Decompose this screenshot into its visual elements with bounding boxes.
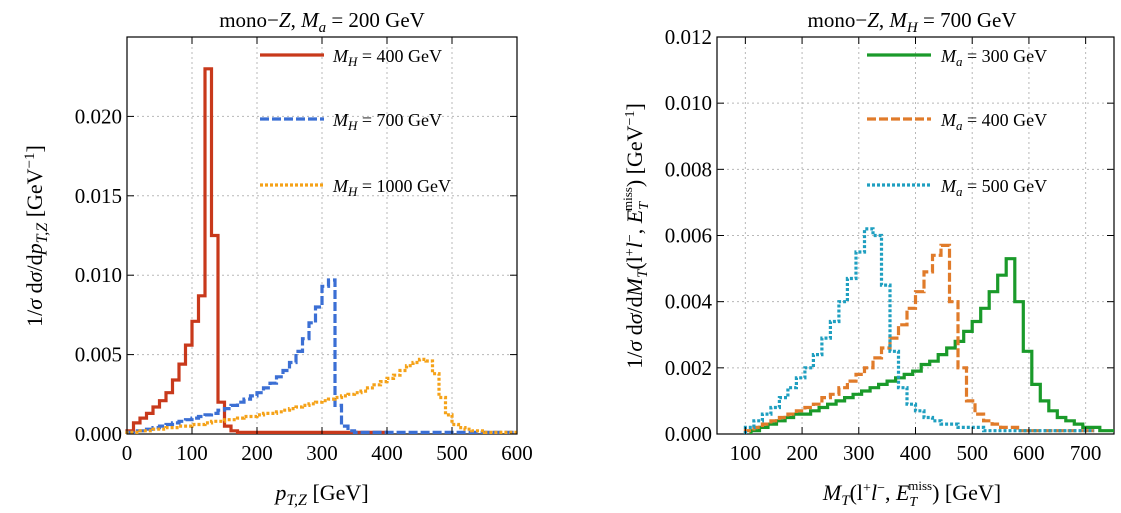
legend-label-mh-400: MH = 400 GeV [332,46,442,69]
right-chart-title: mono−Z, MH = 700 GeV [808,8,1017,36]
left-legend: MH = 400 GeV MH = 700 GeV MH = 1000 GeV [260,46,451,199]
x-tick-label: 500 [956,441,988,465]
legend-label-mh-1000: MH = 1000 GeV [332,176,451,199]
series-line-0-0 [125,67,387,434]
left-y-axis-label: 1/σ dσ/dpT,Z [GeV−1] [22,145,51,327]
y-tick-label: 0.005 [75,343,122,367]
right-legend: Ma = 300 GeV Ma = 400 GeV Ma = 500 GeV [867,46,1047,199]
legend-label-ma-300: Ma = 300 GeV [940,46,1047,69]
y-tick-label: 0.008 [665,157,712,181]
series-line-1-0 [749,257,1114,434]
left-chart-panel: mono−Z, Ma = 200 GeV pT,Z [GeV] 1/σ dσ/d… [22,8,533,509]
y-tick-label: 0.006 [665,224,712,248]
left-chart-title: mono−Z, Ma = 200 GeV [219,8,425,36]
x-tick-label: 100 [730,441,762,465]
x-tick-label: 300 [306,441,338,465]
x-tick-label: 200 [241,441,273,465]
right-y-axis-label: 1/σ dσ/dMT(l+l−, ETmiss) [GeV−1] [620,103,652,369]
y-tick-label: 0.012 [665,25,712,49]
x-tick-label: 500 [436,441,468,465]
x-tick-label: 0 [122,441,133,465]
x-tick-label: 300 [843,441,875,465]
legend-label-mh-700: MH = 700 GeV [332,110,442,133]
x-tick-label: 700 [1070,441,1102,465]
series-line-0-2 [125,357,517,434]
y-tick-label: 0.004 [665,290,713,314]
x-tick-label: 600 [501,441,533,465]
y-tick-label: 0.002 [665,356,712,380]
x-tick-label: 400 [371,441,403,465]
y-tick-label: 0.000 [75,422,122,446]
y-tick-label: 0.010 [75,263,122,287]
series-line-1-2 [743,227,1095,434]
legend-label-ma-500: Ma = 500 GeV [940,176,1047,199]
y-tick-label: 0.015 [75,184,122,208]
left-x-axis-label: pT,Z [GeV] [273,480,368,509]
series-line-0-1 [125,278,517,434]
y-tick-label: 0.010 [665,91,712,115]
right-x-axis-label: MT(l+l−, ETmiss) [GeV] [822,478,1001,510]
x-tick-label: 400 [900,441,932,465]
x-tick-label: 100 [176,441,208,465]
legend-label-ma-400: Ma = 400 GeV [940,110,1047,133]
x-tick-label: 200 [786,441,818,465]
x-tick-label: 600 [1013,441,1045,465]
y-tick-label: 0.020 [75,104,122,128]
right-chart-panel: mono−Z, MH = 700 GeV MT(l+l−, ETmiss) [G… [620,8,1115,510]
y-tick-label: 0.000 [665,422,712,446]
series-line-1-1 [743,243,1095,434]
